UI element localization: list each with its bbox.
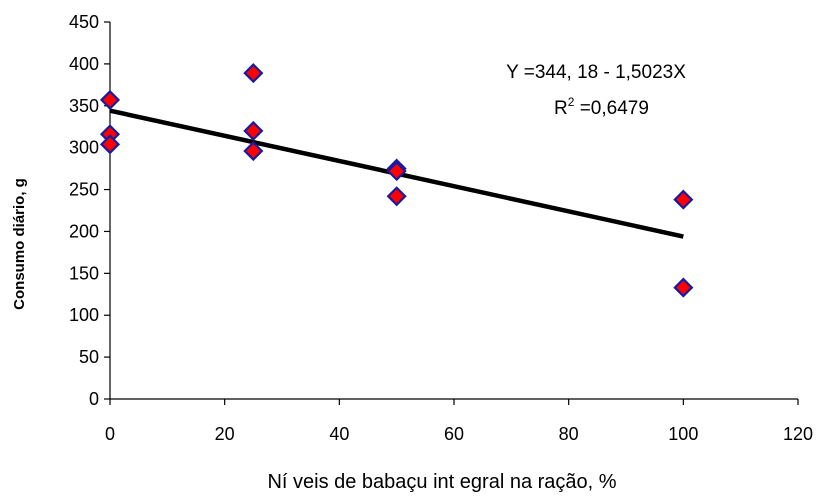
y-tick-label: 50 — [79, 347, 99, 367]
y-tick-label: 300 — [69, 138, 99, 158]
r-squared-exponent: 2 — [568, 95, 575, 109]
r-squared-label: R2 =0,6479 — [554, 95, 649, 119]
x-tick-label: 0 — [105, 424, 115, 444]
x-axis-title: Ní veis de babaçu int egral na ração, % — [267, 471, 616, 493]
y-tick-label: 150 — [69, 263, 99, 283]
y-tick-label: 350 — [69, 96, 99, 116]
y-tick-label: 400 — [69, 54, 99, 74]
y-tick-label: 0 — [89, 389, 99, 409]
data-point — [386, 186, 407, 207]
data-point — [243, 140, 264, 162]
data-point — [243, 120, 264, 141]
data-points — [99, 63, 694, 298]
y-tick-label: 100 — [69, 305, 99, 325]
y-axis-title: Consumo diário, g — [11, 178, 28, 310]
y-axis: 0 50 100 150 200 250 300 350 400 450 — [69, 12, 111, 409]
y-tick-label: 450 — [69, 12, 99, 32]
data-point — [386, 161, 407, 182]
data-point — [243, 63, 264, 84]
regression-equation: Y =344, 18 - 1,5023X — [506, 62, 686, 83]
x-tick-label: 40 — [329, 424, 349, 444]
data-point — [673, 277, 694, 298]
y-tick-label: 200 — [69, 221, 99, 241]
x-tick-label: 80 — [559, 424, 579, 444]
x-axis: 0 20 40 60 80 100 120 — [105, 398, 813, 444]
r-squared-symbol: R — [554, 98, 568, 119]
x-tick-label: 60 — [444, 424, 464, 444]
x-tick-label: 20 — [215, 424, 235, 444]
x-tick-label: 100 — [668, 424, 698, 444]
x-tick-label: 120 — [783, 424, 813, 444]
r-squared-value: =0,6479 — [574, 98, 649, 119]
data-point — [99, 134, 121, 155]
data-point — [673, 189, 694, 210]
data-point — [99, 89, 121, 110]
y-tick-label: 250 — [69, 180, 99, 200]
